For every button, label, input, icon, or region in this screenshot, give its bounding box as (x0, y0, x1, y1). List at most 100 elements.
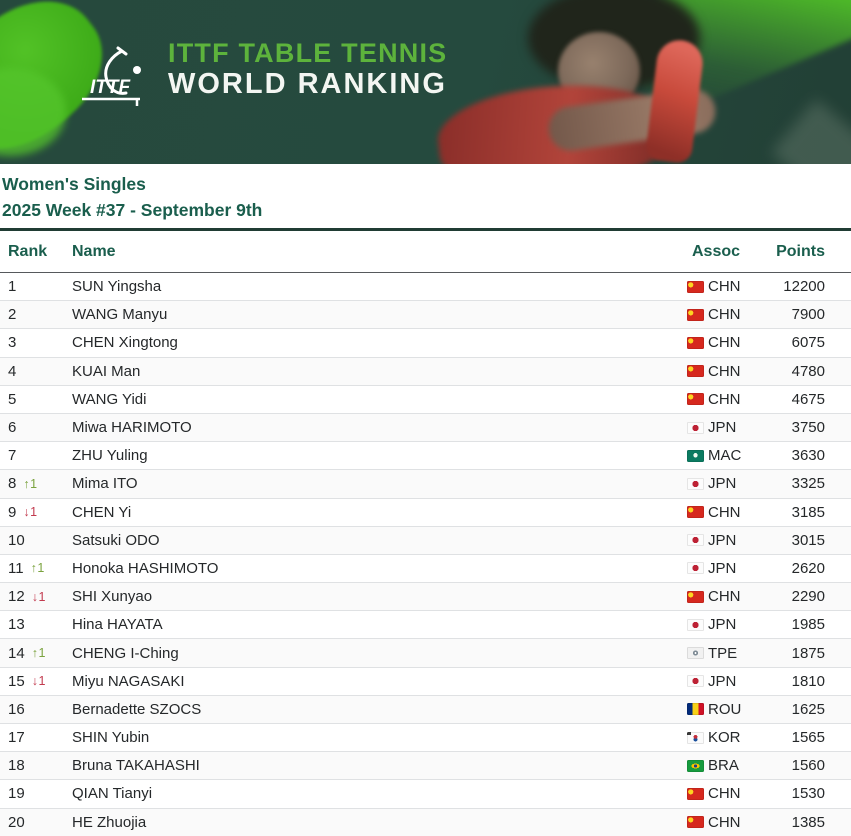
table-row: 20 HE Zhuojia CHN 1385 (0, 807, 851, 836)
rank-value: 5 (8, 390, 17, 408)
table-row: 13 Hina HAYATA JPN 1985 (0, 610, 851, 638)
country-flag-icon (687, 421, 704, 434)
points-column-header: Points (776, 242, 825, 260)
player-name: QIAN Tianyi (72, 785, 153, 803)
table-row: 6 Miwa HARIMOTO JPN 3750 (0, 412, 851, 442)
player-name: Satsuki ODO (72, 531, 160, 549)
assoc-code: JPN (708, 672, 737, 690)
points-value: 3185 (791, 503, 825, 521)
category-title: Women's Singles (2, 174, 146, 194)
player-name: Bruna TAKAHASHI (72, 757, 200, 775)
points-value: 1810 (791, 672, 825, 690)
rank-value: 3 (8, 334, 17, 352)
player-name: Bernadette SZOCS (72, 700, 202, 718)
week-date-title: 2025 Week #37 - September 9th (2, 199, 263, 220)
country-flag-icon (687, 534, 704, 547)
rank-value: 16 (8, 700, 25, 718)
rank-change-indicator: ↑1 (30, 561, 45, 576)
assoc-code: CHN (708, 785, 741, 803)
player-name: Hina HAYATA (72, 616, 163, 634)
rank-change-indicator: ↑1 (31, 646, 46, 661)
points-value: 1385 (791, 813, 825, 831)
assoc-code: JPN (708, 616, 737, 634)
logo-text: ITTF (90, 77, 131, 98)
player-name: HE Zhuojia (72, 813, 147, 831)
rank-value: 17 (8, 729, 25, 747)
points-value: 2620 (791, 559, 825, 577)
rank-change-indicator: ↓1 (31, 589, 46, 604)
assoc-code: CHN (708, 278, 741, 296)
points-value: 4780 (791, 362, 825, 380)
rank-value: 13 (8, 616, 25, 634)
rank-value: 2 (8, 306, 17, 324)
assoc-code: JPN (708, 475, 737, 493)
page-subtitle: Women's Singles 2025 Week #37 - Septembe… (0, 164, 851, 223)
table-row: 5 WANG Yidi CHN 4675 (0, 384, 851, 413)
rank-value: 7 (8, 447, 17, 465)
corner-glow-decoration (771, 99, 851, 164)
points-value: 1875 (791, 644, 825, 662)
country-flag-icon (687, 336, 704, 349)
country-flag-icon (687, 562, 704, 575)
rank-change-indicator: ↑1 (23, 476, 38, 491)
banner-title-line1: ITTF TABLE TENNIS (168, 38, 448, 68)
assoc-column-header: Assoc (692, 242, 741, 260)
table-row: 8 ↑1 Mima ITO JPN 3325 (0, 469, 851, 498)
points-value: 4675 (791, 390, 825, 408)
player-name: WANG Manyu (72, 306, 168, 324)
player-name: KUAI Man (72, 362, 141, 380)
rank-change-indicator: ↓1 (31, 674, 46, 689)
assoc-code: CHN (708, 362, 741, 380)
rank-value: 20 (8, 813, 25, 831)
table-row: 15 ↓1 Miyu NAGASAKI JPN 1810 (0, 666, 851, 695)
assoc-code: CHN (708, 334, 741, 352)
assoc-code: CHN (708, 813, 741, 831)
rank-value: 12 (8, 588, 25, 606)
assoc-code: JPN (708, 419, 737, 437)
rank-value: 11 (8, 559, 24, 577)
country-flag-icon (687, 731, 704, 744)
banner-titles: ITTF TABLE TENNIS WORLD RANKING (168, 38, 447, 101)
rank-value: 1 (8, 278, 17, 296)
assoc-code: TPE (708, 644, 738, 662)
country-flag-icon (687, 477, 704, 490)
points-value: 3325 (791, 475, 825, 493)
points-value: 3015 (791, 531, 825, 549)
country-flag-icon (687, 449, 704, 462)
assoc-code: CHN (708, 306, 741, 324)
country-flag-icon (687, 280, 704, 293)
country-flag-icon (687, 590, 704, 603)
country-flag-icon (687, 308, 704, 321)
rank-value: 6 (8, 419, 17, 437)
player-name: CHEN Xingtong (72, 334, 178, 352)
points-value: 1625 (791, 700, 825, 718)
table-row: 18 Bruna TAKAHASHI BRA 1560 (0, 751, 851, 780)
table-row: 12 ↓1 SHI Xunyao CHN 2290 (0, 582, 851, 611)
country-flag-icon (687, 647, 704, 660)
table-row: 14 ↑1 CHENG I-Ching TPE 1875 (0, 638, 851, 667)
rank-value: 4 (8, 362, 17, 380)
table-row: 16 Bernadette SZOCS ROU 1625 (0, 694, 851, 723)
player-photo (420, 0, 851, 164)
country-flag-icon (687, 365, 704, 378)
rank-value: 18 (8, 757, 25, 775)
player-name: Honoka HASHIMOTO (72, 559, 219, 577)
assoc-code: KOR (708, 729, 741, 747)
country-flag-icon (687, 506, 704, 519)
assoc-code: BRA (708, 757, 739, 775)
assoc-code: JPN (708, 531, 737, 549)
header-banner: ITTF ITTF TABLE TENNIS WORLD RANKING (0, 0, 851, 164)
rank-change-indicator: ↓1 (23, 505, 38, 520)
rank-value: 19 (8, 785, 25, 803)
country-flag-icon (687, 618, 704, 631)
rank-value: 10 (8, 531, 25, 549)
table-body: 1 SUN Yingsha CHN 12200 2 WANG Manyu CHN… (0, 273, 851, 836)
banner-title-line2: WORLD RANKING (168, 68, 447, 100)
player-name: CHEN Yi (72, 503, 132, 521)
rank-column-header: Rank (8, 242, 48, 260)
rank-value: 15 (8, 672, 25, 690)
player-name: SHIN Yubin (72, 729, 150, 747)
points-value: 12200 (783, 278, 825, 296)
country-flag-icon (687, 816, 704, 829)
rank-value: 9 (8, 503, 17, 521)
